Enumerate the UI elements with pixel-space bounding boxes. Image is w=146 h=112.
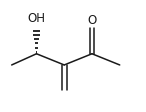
Text: OH: OH xyxy=(27,12,46,25)
Text: O: O xyxy=(87,14,97,27)
